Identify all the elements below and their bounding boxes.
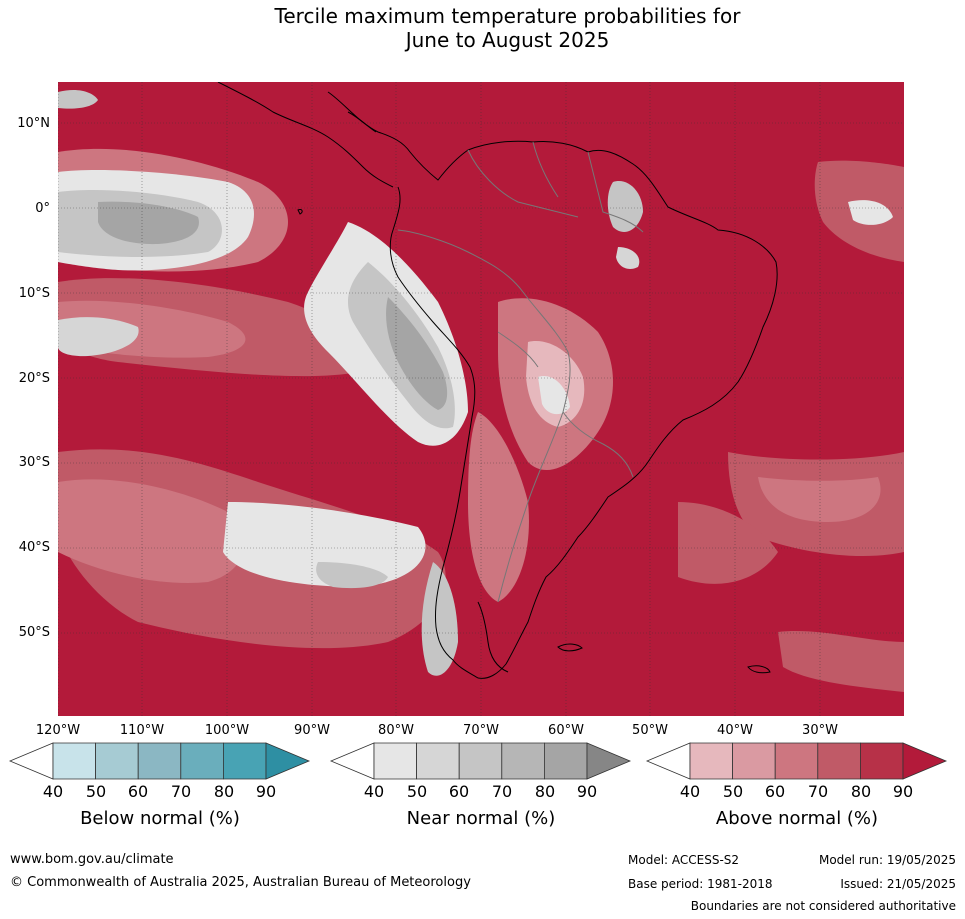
colorbar-below-normal <box>8 742 311 780</box>
footer-url[interactable]: www.bom.gov.au/climate <box>10 852 174 867</box>
colorbar-above-normal <box>645 742 948 780</box>
colorbar-segment <box>543 742 588 780</box>
lon-label-90w: 90°W <box>294 723 330 738</box>
tick-label: 90 <box>892 782 914 801</box>
colorbar-max-extend <box>586 742 632 780</box>
tick-label: 50 <box>722 782 744 801</box>
lat-label-10s: 10°S <box>18 286 50 301</box>
tick-label: 90 <box>576 782 598 801</box>
footer-base-period: Base period: 1981-2018 <box>628 877 773 891</box>
map-title: Tercile maximum temperature probabilitie… <box>0 4 965 52</box>
tick-label: 80 <box>850 782 872 801</box>
footer-model-run: Model run: 19/05/2025 <box>818 853 956 867</box>
tick-label: 90 <box>255 782 277 801</box>
colorbar-segment <box>373 742 417 780</box>
colorbar-label-above: Above normal (%) <box>715 808 879 829</box>
tick-label: 80 <box>534 782 556 801</box>
colorbar-max-extend <box>902 742 948 780</box>
colorbar-segment <box>458 742 503 780</box>
colorbar-segment <box>859 742 904 780</box>
probability-map <box>58 82 904 716</box>
tick-label: 60 <box>448 782 470 801</box>
footer-copyright: © Commonwealth of Australia 2025, Austra… <box>10 875 471 890</box>
footer-disclaimer: Boundaries are not considered authoritat… <box>690 899 956 913</box>
colorbar-segment <box>817 742 861 780</box>
footer-issued: Issued: 21/05/2025 <box>840 877 956 891</box>
colorbar-segment <box>95 742 139 780</box>
title-line-1: Tercile maximum temperature probabilitie… <box>274 4 741 28</box>
colorbar-min-extend <box>645 742 691 780</box>
lat-label-40s: 40°S <box>18 540 50 555</box>
colorbar-segment <box>180 742 224 780</box>
lon-label-60w: 60°W <box>548 723 584 738</box>
lon-label-120w: 120°W <box>35 723 81 738</box>
tick-label: 70 <box>491 782 513 801</box>
lon-label-80w: 80°W <box>378 723 414 738</box>
lon-label-50w: 50°W <box>632 723 668 738</box>
tick-label: 40 <box>679 782 701 801</box>
lon-label-110w: 110°W <box>119 723 165 738</box>
tick-label: 70 <box>807 782 829 801</box>
tick-label: 60 <box>764 782 786 801</box>
colorbar-label-near: Near normal (%) <box>406 808 556 829</box>
colorbar-max-extend <box>265 742 311 780</box>
footer-model: Model: ACCESS-S2 <box>628 853 740 867</box>
south-america-coastline <box>327 91 778 679</box>
title-line-2: June to August 2025 <box>405 28 610 52</box>
colorbar-near-normal <box>329 742 632 780</box>
lon-label-70w: 70°W <box>463 723 499 738</box>
lon-label-40w: 40°W <box>717 723 753 738</box>
tick-label: 50 <box>85 782 107 801</box>
colorbar-min-extend <box>329 742 375 780</box>
map-canvas <box>58 82 904 716</box>
colorbar-segment <box>416 742 460 780</box>
colorbar-segment <box>774 742 819 780</box>
lat-label-50s: 50°S <box>18 625 50 640</box>
colorbar-label-below: Below normal (%) <box>80 808 240 829</box>
lat-label-0: 0° <box>35 201 50 216</box>
lat-label-10n: 10°N <box>17 116 50 131</box>
tick-label: 80 <box>213 782 235 801</box>
tick-label: 50 <box>406 782 428 801</box>
colorbar-segment <box>501 742 545 780</box>
colorbar-segment <box>222 742 267 780</box>
lat-label-20s: 20°S <box>18 371 50 386</box>
colorbar-segment <box>689 742 733 780</box>
lon-label-100w: 100°W <box>204 723 250 738</box>
lat-label-30s: 30°S <box>18 455 50 470</box>
tick-label: 60 <box>127 782 149 801</box>
colorbar-min-extend <box>8 742 54 780</box>
tick-label: 40 <box>363 782 385 801</box>
colorbar-segment <box>732 742 776 780</box>
lon-label-30w: 30°W <box>802 723 838 738</box>
colorbar-segment <box>52 742 96 780</box>
tick-label: 40 <box>42 782 64 801</box>
colorbar-segment <box>137 742 182 780</box>
tick-label: 70 <box>170 782 192 801</box>
